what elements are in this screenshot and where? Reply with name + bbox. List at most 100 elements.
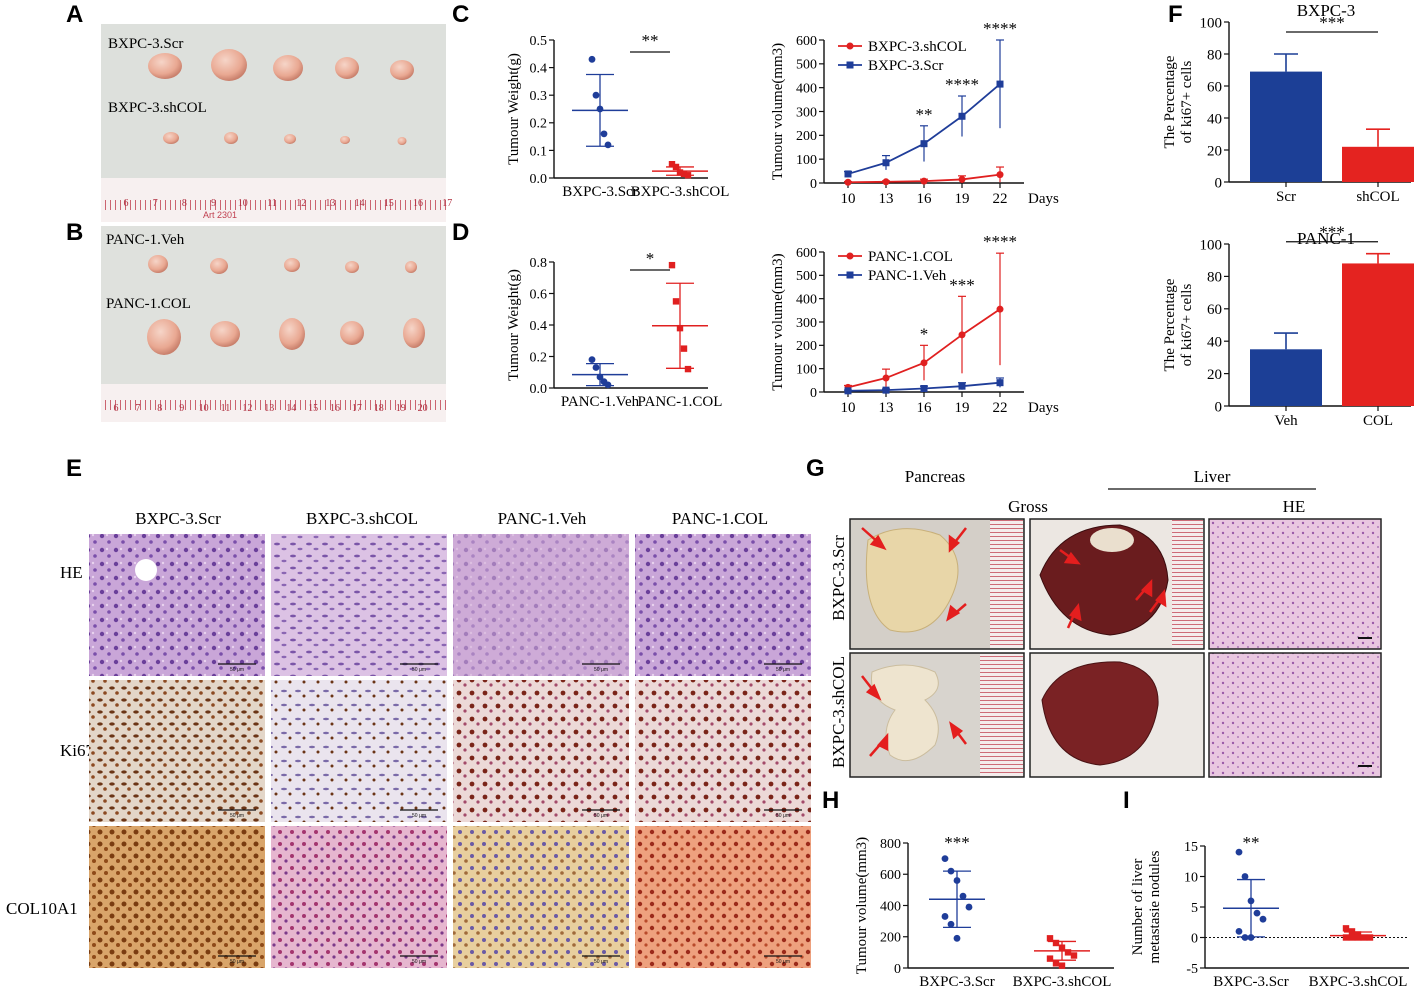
chart-d-weight-data-point xyxy=(684,365,692,373)
ruler-b-number: 20 xyxy=(418,403,428,414)
e-image-he-bxpc3-shcol xyxy=(271,534,447,676)
chart-c-weight-y-axis-title-text: Tumour Weight(g) xyxy=(506,53,522,165)
chart-c-volume-data-point xyxy=(996,80,1004,88)
chart-d-volume-y-tick-label: 600 xyxy=(796,246,817,261)
chart-i-data-point xyxy=(1253,909,1261,917)
chart-c-weight-sig-label: ** xyxy=(642,31,659,50)
chart-c-volume-x-tick-label: 16 xyxy=(917,191,933,207)
chart-h-x-tick-label: BXPC-3.shCOL xyxy=(1013,974,1112,990)
svg-text:50 μm: 50 μm xyxy=(594,667,608,673)
chart-h-data-point xyxy=(953,934,961,942)
chart-d-volume-data-point xyxy=(920,385,928,392)
chart-c-volume-x-unit: Days xyxy=(1028,191,1059,207)
chart-f-bxpc-x-tick-label: Scr xyxy=(1276,189,1296,205)
e-image-ki67-panc1-col xyxy=(635,680,811,822)
svg-text:50 μm: 50 μm xyxy=(594,959,608,965)
e-row-label-he: HE xyxy=(60,563,83,582)
chart-c-weight-y-axis-title: Tumour Weight(g) xyxy=(506,53,522,165)
chart-d-volume-x-tick-label: 10 xyxy=(841,400,856,416)
chart-d-weight-data-point xyxy=(604,381,612,389)
chart-i-data-point xyxy=(1241,873,1249,880)
g-liver-scr xyxy=(1039,524,1169,636)
e-image-ki67-bxpc3-scr xyxy=(89,680,265,822)
g-arrows xyxy=(861,527,1167,757)
chart-d-volume-x-tick-label: 19 xyxy=(955,400,970,416)
e-image-col10a1-panc1-col xyxy=(635,826,811,968)
e-image-col10a1-panc1-veh xyxy=(453,826,629,968)
chart-d-weight-y-tick-label: 0.0 xyxy=(530,382,548,397)
ruler-a-number: 13 xyxy=(325,198,335,209)
chart-c-volume-sig-label: ** xyxy=(916,105,933,124)
chart-f-panc1-ki67: 0 20 40 60 80 100 The Percentage of ki67+ cells… xyxy=(1162,223,1414,429)
chart-c-volume-data-point xyxy=(958,112,966,120)
e-image-ki67-panc1-veh xyxy=(453,680,629,822)
chart-i-y-axis-title: Number of liver metastasie nodules xyxy=(1130,850,1163,963)
chart-c-volume-data-point xyxy=(920,177,928,185)
chart-c-volume-data-point xyxy=(882,178,890,186)
chart-f-bxpc-y-tick-label: 60 xyxy=(1207,79,1222,95)
chart-d-volume-y-axis-title: Tumour volume(mm3) xyxy=(770,253,786,390)
ruler-a-number: 11 xyxy=(267,198,277,209)
e-image-col10a1-bxpc3-scr xyxy=(89,826,265,968)
panel-label-b: B xyxy=(66,219,83,246)
ruler-b-number: 16 xyxy=(330,403,340,414)
chart-h-data-point xyxy=(1064,949,1072,956)
chart-i-y-axis-title-line: Number of liver xyxy=(1130,859,1146,956)
chart-i-data-point xyxy=(1241,934,1249,941)
chart-d-volume-y-tick-label: 300 xyxy=(796,316,817,331)
chart-c-weight-y-tick-label: 0.1 xyxy=(530,144,548,159)
chart-d-volume-data-point xyxy=(882,386,890,394)
chart-d-volume-data-point xyxy=(844,387,852,395)
chart-d-volume-y-tick-label: 200 xyxy=(796,339,817,354)
chart-d-weight-x-tick-label: PANC-1.COL xyxy=(638,394,723,410)
chart-c-volume-y-tick-label: 0 xyxy=(810,177,817,192)
chart-c-weight-y-tick-label: 0.5 xyxy=(530,34,548,49)
panel-label-h: H xyxy=(822,787,839,814)
group-label-b-veh: PANC-1.Veh xyxy=(106,232,185,248)
chart-d-volume-y-tick-label: 400 xyxy=(796,293,817,308)
chart-f-panc-y-axis-title-line: The Percentage xyxy=(1162,278,1178,371)
chart-c-volume-data-point xyxy=(920,140,928,148)
e-col-header-bxpc3-shcol: BXPC-3.shCOL xyxy=(306,509,418,528)
chart-c-weight-y-tick-label: 0.3 xyxy=(530,89,548,104)
ruler-b-number: 9 xyxy=(179,403,184,414)
chart-i-y-tick-label: 5 xyxy=(1191,901,1198,916)
chart-h-data-point xyxy=(941,913,949,920)
chart-f-panc-bar xyxy=(1250,349,1322,406)
chart-h-y-tick-label: 200 xyxy=(880,931,901,946)
chart-c-volume-legend-marker xyxy=(846,42,854,50)
svg-text:50 μm: 50 μm xyxy=(594,813,608,819)
e-row-label-ki67: Ki67 xyxy=(60,741,95,760)
chart-h-data-point xyxy=(1052,939,1060,947)
chart-i-data-point xyxy=(1342,934,1350,941)
chart-c-volume-y-axis-title: Tumour volume(mm3) xyxy=(770,43,786,180)
chart-c-weight-y-tick-label: 0.0 xyxy=(530,172,548,187)
ruler-b-number: 10 xyxy=(199,403,209,414)
chart-c-weight-data-point xyxy=(668,161,676,168)
chart-c-volume-y-tick-label: 200 xyxy=(796,129,817,144)
chart-f-bxpc-y-tick-label: 40 xyxy=(1207,111,1222,127)
chart-i-data-point xyxy=(1342,925,1350,932)
svg-text:BXPC-3.Scr: BXPC-3.Scr xyxy=(829,535,848,621)
chart-c-weight-y-tick-label: 0.2 xyxy=(530,117,548,132)
svg-text:50 μm: 50 μm xyxy=(230,667,244,673)
panel-label-c: C xyxy=(452,1,469,28)
chart-h-data-point xyxy=(1046,955,1054,962)
chart-d-volume-data-point xyxy=(996,305,1004,313)
chart-c-volume-data-point xyxy=(996,171,1004,179)
chart-d-volume-legend-marker xyxy=(846,252,854,260)
chart-f-panc-x-tick-label: Veh xyxy=(1274,413,1298,429)
chart-d-weight-y-axis-title: Tumour Weight(g) xyxy=(506,269,522,381)
chart-h-data-point xyxy=(941,855,949,863)
chart-d-tumour-weight: 0.0 0.2 0.4 0.6 0.8 Tumour Weight(g) PANC-1.Ve… xyxy=(506,249,722,410)
ruler-a-number: 7 xyxy=(153,198,158,209)
chart-h-data-point xyxy=(1070,952,1078,959)
g-header-liver: Liver xyxy=(1194,467,1231,486)
chart-d-weight-data-point xyxy=(668,261,676,269)
chart-h-y-tick-label: 400 xyxy=(880,899,901,914)
chart-i-data-point xyxy=(1366,934,1374,941)
chart-c-volume-y-tick-label: 500 xyxy=(796,58,817,73)
ruler-a-numbers: 6 7 8 9 10 11 12 13 14 15 16 17 xyxy=(124,198,453,209)
chart-h-data-point xyxy=(965,903,973,911)
e-scale-bars xyxy=(218,663,802,957)
